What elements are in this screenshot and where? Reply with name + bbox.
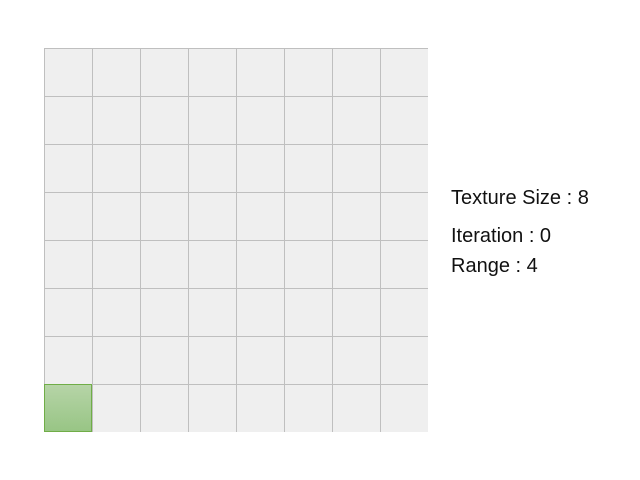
grid-cell (332, 96, 380, 144)
texture-grid (44, 48, 428, 432)
grid-cell (188, 96, 236, 144)
grid-cell (284, 48, 332, 96)
grid-cell (380, 144, 428, 192)
grid-cell (140, 288, 188, 336)
grid-cell (44, 48, 92, 96)
grid-cell (332, 288, 380, 336)
grid-cell (92, 336, 140, 384)
grid-cell (380, 240, 428, 288)
grid-cell (236, 288, 284, 336)
grid-cell (92, 240, 140, 288)
grid-cell (188, 144, 236, 192)
grid-cell (380, 384, 428, 432)
texture-size-label: Texture Size : 8 (451, 187, 589, 209)
grid-cell (44, 96, 92, 144)
grid-cell (188, 192, 236, 240)
grid-cell (92, 48, 140, 96)
grid-cell (236, 192, 284, 240)
grid-cell (284, 336, 332, 384)
grid-cell (44, 144, 92, 192)
grid-cell (380, 48, 428, 96)
grid-cell (188, 288, 236, 336)
grid-cell (140, 336, 188, 384)
grid-cell (188, 336, 236, 384)
grid-cell (44, 288, 92, 336)
grid-cell (284, 240, 332, 288)
grid-cell (236, 336, 284, 384)
iteration-label: Iteration : 0 (451, 225, 552, 247)
grid-cell (380, 288, 428, 336)
grid-cell (332, 336, 380, 384)
grid-cell (188, 240, 236, 288)
grid-cell-active (44, 384, 92, 432)
range-label: Range : 4 (451, 255, 538, 277)
grid-cell (380, 96, 428, 144)
grid-cell (140, 96, 188, 144)
grid-cell (284, 384, 332, 432)
grid-cell (284, 192, 332, 240)
grid-cell (236, 96, 284, 144)
grid-cell (236, 48, 284, 96)
grid-cell (140, 384, 188, 432)
grid-cell (332, 240, 380, 288)
grid-cell (188, 384, 236, 432)
grid-cell (332, 144, 380, 192)
grid-cell (236, 384, 284, 432)
grid-cell (380, 336, 428, 384)
grid-cell (92, 192, 140, 240)
grid-cell (92, 144, 140, 192)
grid-cell (140, 192, 188, 240)
grid-cell (284, 288, 332, 336)
grid-cell (140, 240, 188, 288)
grid-cell (380, 192, 428, 240)
grid-cell (188, 48, 236, 96)
grid-cell (284, 96, 332, 144)
grid-cell (332, 384, 380, 432)
grid-cell (140, 48, 188, 96)
grid-cell (332, 192, 380, 240)
grid-cell (92, 96, 140, 144)
grid-cell (140, 144, 188, 192)
grid-cell (92, 288, 140, 336)
grid-cell (44, 192, 92, 240)
grid-cell (44, 336, 92, 384)
grid-cell (284, 144, 332, 192)
grid-cell (236, 240, 284, 288)
grid-cell (332, 48, 380, 96)
grid-cell (44, 240, 92, 288)
grid-cell (92, 384, 140, 432)
grid-cell (236, 144, 284, 192)
